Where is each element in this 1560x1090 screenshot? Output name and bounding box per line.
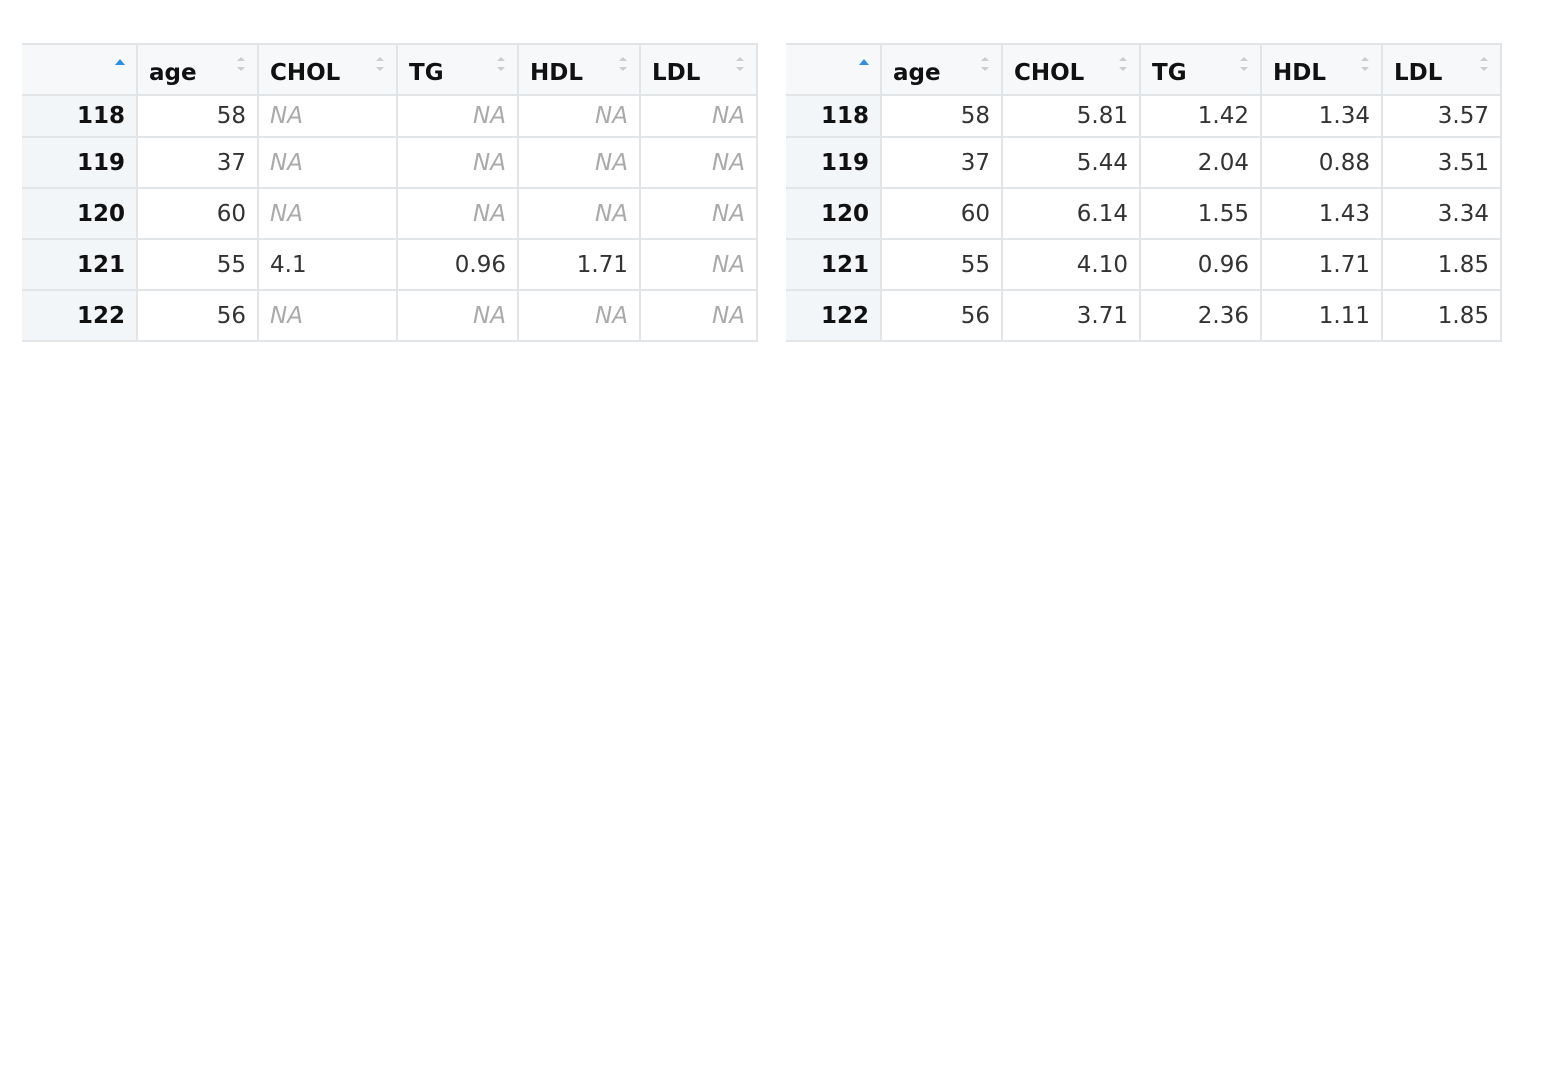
table-cell: 1.43 xyxy=(1262,189,1383,240)
row-header: 122 xyxy=(786,291,882,342)
table-cell: 56 xyxy=(138,291,259,342)
table-cell: 60 xyxy=(138,189,259,240)
row-header: 120 xyxy=(22,189,138,240)
table-cell: 58 xyxy=(138,96,259,138)
table-cell: NA xyxy=(398,189,519,240)
table-cell: 56 xyxy=(882,291,1003,342)
sort-icon xyxy=(237,57,245,71)
table-cell: NA xyxy=(259,189,398,240)
header-cell[interactable]: age xyxy=(138,43,259,96)
table-cell: 55 xyxy=(882,240,1003,291)
sort-icon xyxy=(115,59,125,65)
table-cell: NA xyxy=(259,291,398,342)
table-cell: NA xyxy=(519,138,641,189)
table-cell: 1.71 xyxy=(519,240,641,291)
table-cell: 1.71 xyxy=(1262,240,1383,291)
header-cell[interactable]: CHOL xyxy=(259,43,398,96)
sort-icon xyxy=(736,57,744,71)
table-cell: 0.96 xyxy=(1141,240,1262,291)
sort-icon xyxy=(981,57,989,71)
table-cell: 55 xyxy=(138,240,259,291)
table-cell: 1.85 xyxy=(1383,240,1502,291)
sort-icon xyxy=(619,57,627,71)
table-cell: 2.04 xyxy=(1141,138,1262,189)
header-cell[interactable]: HDL xyxy=(519,43,641,96)
table-cell: 3.51 xyxy=(1383,138,1502,189)
table-cell: 1.42 xyxy=(1141,96,1262,138)
header-cell[interactable]: age xyxy=(882,43,1003,96)
table-cell: 1.85 xyxy=(1383,291,1502,342)
table-cell: NA xyxy=(641,138,758,189)
table-cell: 60 xyxy=(882,189,1003,240)
table-cell: 1.55 xyxy=(1141,189,1262,240)
table-cell: 4.1 xyxy=(259,240,398,291)
table-cell: 5.81 xyxy=(1003,96,1141,138)
row-header: 119 xyxy=(22,138,138,189)
table-cell: 58 xyxy=(882,96,1003,138)
table-cell: 5.44 xyxy=(1003,138,1141,189)
sort-icon xyxy=(1480,57,1488,71)
table-cell: NA xyxy=(519,291,641,342)
row-header: 119 xyxy=(786,138,882,189)
row-header: 121 xyxy=(786,240,882,291)
row-header: 122 xyxy=(22,291,138,342)
row-header: 118 xyxy=(22,96,138,138)
header-cell[interactable]: LDL xyxy=(1383,43,1502,96)
table-cell: 4.10 xyxy=(1003,240,1141,291)
table-cell: NA xyxy=(641,96,758,138)
table-cell: NA xyxy=(398,291,519,342)
sort-icon xyxy=(1361,57,1369,71)
row-header: 121 xyxy=(22,240,138,291)
table-cell: NA xyxy=(398,138,519,189)
header-cell[interactable] xyxy=(786,43,882,96)
table-cell: NA xyxy=(398,96,519,138)
table-cell: NA xyxy=(259,96,398,138)
table-cell: 0.88 xyxy=(1262,138,1383,189)
sort-icon xyxy=(1119,57,1127,71)
table-cell: NA xyxy=(641,291,758,342)
table-cell: 3.71 xyxy=(1003,291,1141,342)
table-cell: 37 xyxy=(138,138,259,189)
row-header: 120 xyxy=(786,189,882,240)
header-cell[interactable]: TG xyxy=(1141,43,1262,96)
sort-icon xyxy=(859,59,869,65)
row-header: 118 xyxy=(786,96,882,138)
header-cell[interactable] xyxy=(22,43,138,96)
table-cell: NA xyxy=(519,189,641,240)
table-cell: 37 xyxy=(882,138,1003,189)
table-cell: 0.96 xyxy=(398,240,519,291)
table-cell: NA xyxy=(641,240,758,291)
header-cell[interactable]: CHOL xyxy=(1003,43,1141,96)
table-cell: 2.36 xyxy=(1141,291,1262,342)
header-cell[interactable]: LDL xyxy=(641,43,758,96)
sort-icon xyxy=(376,57,384,71)
sort-icon xyxy=(1240,57,1248,71)
header-cell[interactable]: HDL xyxy=(1262,43,1383,96)
header-cell[interactable]: TG xyxy=(398,43,519,96)
table-cell: 3.57 xyxy=(1383,96,1502,138)
table-cell: NA xyxy=(519,96,641,138)
table-cell: NA xyxy=(259,138,398,189)
table-cell: 6.14 xyxy=(1003,189,1141,240)
table-cell: 3.34 xyxy=(1383,189,1502,240)
table-cell: 1.34 xyxy=(1262,96,1383,138)
sort-icon xyxy=(497,57,505,71)
table-cell: NA xyxy=(641,189,758,240)
table-cell: 1.11 xyxy=(1262,291,1383,342)
